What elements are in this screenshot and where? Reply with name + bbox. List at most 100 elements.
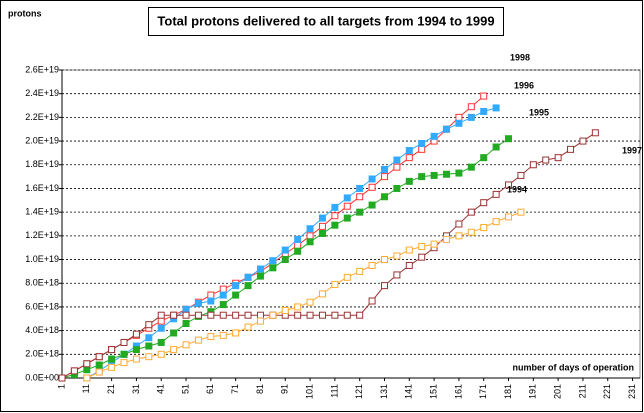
point-marker — [529, 161, 537, 169]
point-marker — [157, 338, 165, 346]
y-axis-label: protons — [8, 8, 42, 18]
point-marker — [120, 350, 128, 358]
point-marker — [492, 143, 500, 151]
point-marker — [281, 306, 289, 314]
point-marker — [318, 229, 326, 237]
point-marker — [505, 213, 513, 221]
point-marker — [194, 299, 202, 307]
y-tick-label: 1.6E+19 — [25, 183, 59, 193]
point-marker — [256, 317, 264, 325]
x-tick-label: 91 — [280, 384, 290, 394]
point-marker — [356, 208, 364, 216]
point-marker — [443, 125, 451, 133]
point-marker — [405, 177, 413, 185]
point-marker — [318, 222, 326, 230]
y-tick-label: 2.0E+19 — [25, 135, 59, 145]
point-marker — [219, 311, 227, 319]
point-marker — [194, 336, 202, 344]
point-marker — [207, 291, 215, 299]
point-marker — [343, 273, 351, 281]
point-marker — [517, 208, 525, 216]
point-marker — [294, 303, 302, 311]
point-marker — [380, 193, 388, 201]
point-marker — [182, 320, 190, 328]
x-tick-label: 71 — [230, 384, 240, 394]
point-marker — [108, 363, 116, 371]
point-marker — [182, 311, 190, 319]
point-marker — [380, 282, 388, 290]
point-marker — [306, 298, 314, 306]
y-tick-label: 2.2E+19 — [25, 112, 59, 122]
point-marker — [517, 171, 525, 179]
x-tick-label: 21 — [106, 384, 116, 394]
series-label: 1998 — [510, 52, 530, 62]
point-marker — [318, 214, 326, 222]
point-marker — [380, 166, 388, 174]
point-marker — [306, 232, 314, 240]
point-marker — [492, 190, 500, 198]
point-marker — [83, 366, 91, 374]
point-marker — [331, 203, 339, 211]
point-marker — [145, 321, 153, 329]
x-tick-label: 131 — [379, 384, 389, 399]
point-marker — [368, 297, 376, 305]
y-tick-label: 1.8E+19 — [25, 159, 59, 169]
point-marker — [393, 184, 401, 192]
point-marker — [95, 361, 103, 369]
point-marker — [294, 235, 302, 243]
point-marker — [393, 271, 401, 279]
point-marker — [356, 193, 364, 201]
point-marker — [232, 291, 240, 299]
y-tick-label: 4.0E+18 — [25, 325, 59, 335]
plot-area — [61, 69, 641, 379]
point-marker — [356, 311, 364, 319]
point-marker — [393, 163, 401, 171]
point-marker — [331, 280, 339, 288]
series-label: 1994 — [507, 184, 527, 194]
x-tick-label: 51 — [180, 384, 190, 394]
point-marker — [145, 342, 153, 350]
point-marker — [194, 311, 202, 319]
point-marker — [244, 323, 252, 331]
point-marker — [492, 104, 500, 112]
point-marker — [480, 224, 488, 232]
x-tick-label: 231 — [627, 384, 637, 399]
y-tick-label: 1.4E+19 — [25, 207, 59, 217]
y-tick-label: 1.2E+19 — [25, 230, 59, 240]
point-marker — [542, 156, 550, 164]
point-marker — [368, 201, 376, 209]
point-marker — [554, 154, 562, 162]
series-label: 1995 — [529, 107, 549, 117]
point-marker — [157, 311, 165, 319]
series-label: 1997 — [622, 145, 642, 155]
point-marker — [405, 147, 413, 155]
point-marker — [467, 113, 475, 121]
x-tick-label: 1 — [56, 384, 66, 389]
point-marker — [95, 368, 103, 376]
x-tick-label: 41 — [156, 384, 166, 394]
point-marker — [95, 353, 103, 361]
point-marker — [368, 183, 376, 191]
point-marker — [467, 228, 475, 236]
point-marker — [294, 311, 302, 319]
point-marker — [256, 311, 264, 319]
point-marker — [418, 243, 426, 251]
series-label: 1996 — [514, 80, 534, 90]
point-marker — [294, 247, 302, 255]
point-marker — [170, 329, 178, 337]
point-marker — [443, 235, 451, 243]
point-marker — [467, 163, 475, 171]
point-marker — [579, 137, 587, 145]
point-marker — [393, 252, 401, 260]
point-marker — [244, 311, 252, 319]
point-marker — [430, 171, 438, 179]
point-marker — [281, 246, 289, 254]
point-marker — [331, 212, 339, 220]
point-marker — [256, 272, 264, 280]
point-marker — [380, 173, 388, 181]
point-marker — [343, 194, 351, 202]
point-marker — [306, 238, 314, 246]
point-marker — [132, 346, 140, 354]
x-tick-label: 31 — [131, 384, 141, 394]
point-marker — [480, 154, 488, 162]
